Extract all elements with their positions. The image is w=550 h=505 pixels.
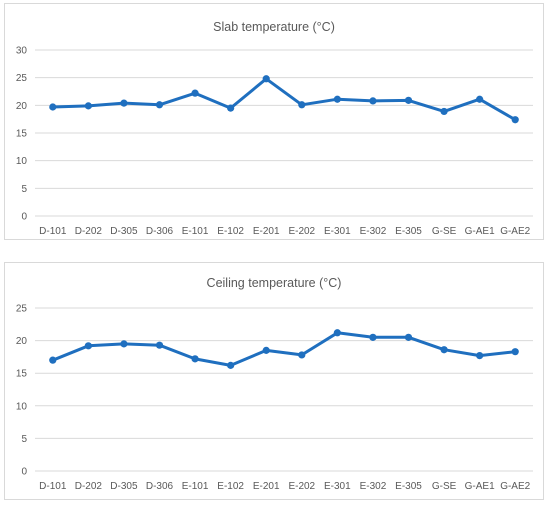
data-point xyxy=(511,348,519,356)
x-tick-label: D-202 xyxy=(75,481,103,492)
x-tick-label: D-305 xyxy=(110,481,138,492)
series-line xyxy=(51,331,517,367)
data-point xyxy=(511,116,519,124)
data-point xyxy=(120,340,128,348)
y-tick-label: 0 xyxy=(21,212,27,223)
series-line xyxy=(51,77,517,122)
x-tick-label: E-102 xyxy=(217,481,244,492)
data-point xyxy=(369,333,377,341)
x-tick-label: G-AE1 xyxy=(465,481,495,492)
x-tick-label: E-302 xyxy=(360,226,387,237)
x-tick-label: D-202 xyxy=(75,226,103,237)
data-point xyxy=(84,342,92,350)
chart-title: Ceiling temperature (°C) xyxy=(207,276,342,290)
y-tick-label: 30 xyxy=(16,46,28,57)
x-tick-label: E-101 xyxy=(182,226,209,237)
x-tick-label: E-302 xyxy=(360,481,387,492)
data-point xyxy=(227,361,235,369)
y-tick-label: 0 xyxy=(21,467,27,478)
x-tick-label: E-301 xyxy=(324,226,351,237)
y-tick-label: 15 xyxy=(16,369,28,380)
data-point xyxy=(191,355,199,363)
y-tick-label: 15 xyxy=(16,129,28,140)
data-point xyxy=(298,351,306,359)
data-point xyxy=(440,346,448,354)
data-point xyxy=(49,103,57,111)
data-point xyxy=(120,99,128,107)
data-point xyxy=(191,89,199,97)
x-tick-label: G-SE xyxy=(432,226,457,237)
data-point xyxy=(84,102,92,110)
y-tick-label: 10 xyxy=(16,401,28,412)
data-point xyxy=(333,95,341,103)
data-point xyxy=(333,329,341,337)
x-tick-label: D-101 xyxy=(39,481,67,492)
data-point xyxy=(155,341,164,349)
ceiling-temperature-chart: Ceiling temperature (°C) 0 5 10 15 20 25 D-101… xyxy=(4,262,544,500)
x-tick-label: D-306 xyxy=(146,481,174,492)
x-tick-label: E-305 xyxy=(395,481,422,492)
x-tick-label: G-AE2 xyxy=(500,481,530,492)
x-tick-label: E-101 xyxy=(182,481,209,492)
x-tick-label: E-201 xyxy=(253,226,280,237)
data-point xyxy=(369,97,377,105)
y-tick-label: 20 xyxy=(16,101,28,112)
data-point xyxy=(298,101,306,109)
slab-temperature-plot: Slab temperature (°C) 0 5 10 15 20 25 30 D-101 D… xyxy=(16,20,533,237)
data-point xyxy=(404,333,413,341)
y-tick-label: 25 xyxy=(16,73,28,84)
data-point xyxy=(262,346,270,354)
x-tick-label: D-305 xyxy=(110,226,138,237)
y-tick-label: 5 xyxy=(21,434,27,445)
slab-temperature-chart: Slab temperature (°C) 0 5 10 15 20 25 30 D-101 D… xyxy=(4,3,544,240)
x-tick-label: E-305 xyxy=(395,226,422,237)
data-point xyxy=(404,96,413,104)
slab-plot-area: 0 5 10 15 20 25 30 D-101 D-202 D-305 D-306 E-101 E-1… xyxy=(16,46,533,237)
x-tick-label: D-306 xyxy=(146,226,174,237)
data-point xyxy=(262,75,270,83)
x-tick-label: G-AE1 xyxy=(465,226,495,237)
data-point xyxy=(155,101,164,109)
data-point xyxy=(440,107,448,116)
y-tick-label: 25 xyxy=(16,304,28,315)
chart-title: Slab temperature (°C) xyxy=(213,20,335,34)
data-point xyxy=(476,351,484,360)
ceiling-temperature-plot: Ceiling temperature (°C) 0 5 10 15 20 25 D-101… xyxy=(16,276,533,492)
data-point xyxy=(227,104,235,112)
x-tick-label: E-201 xyxy=(253,481,280,492)
x-tick-label: G-SE xyxy=(432,481,457,492)
data-point xyxy=(476,95,484,103)
y-tick-label: 10 xyxy=(16,156,28,167)
x-tick-label: G-AE2 xyxy=(500,226,530,237)
x-tick-label: D-101 xyxy=(39,226,67,237)
ceiling-plot-area: 0 5 10 15 20 25 D-101 D-202 D-305 D-306 E-101 E-102… xyxy=(16,304,533,492)
data-point xyxy=(49,356,57,364)
x-tick-label: E-102 xyxy=(217,226,244,237)
y-tick-label: 5 xyxy=(21,184,27,195)
x-tick-label: E-202 xyxy=(288,481,315,492)
x-tick-label: E-301 xyxy=(324,481,351,492)
x-tick-label: E-202 xyxy=(288,226,315,237)
y-tick-label: 20 xyxy=(16,336,28,347)
